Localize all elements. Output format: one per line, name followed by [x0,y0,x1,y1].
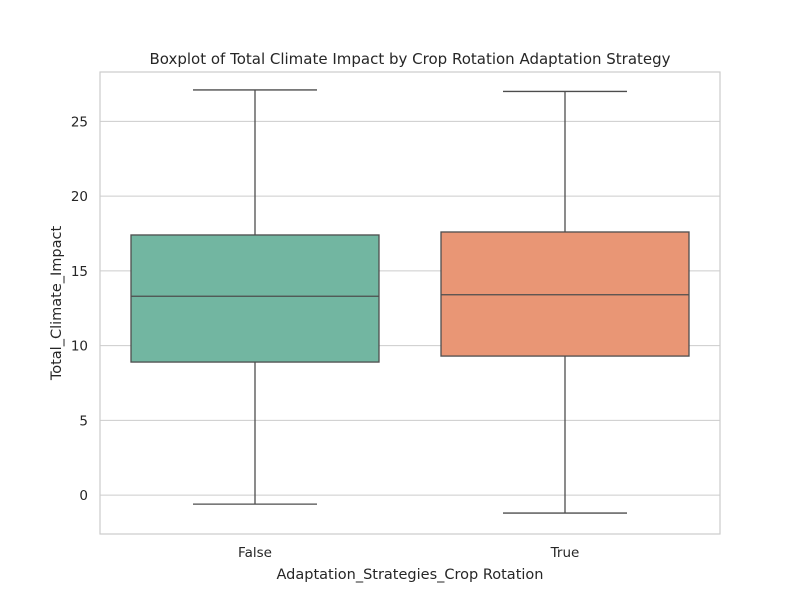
y-tick-label: 20 [71,189,88,205]
y-tick-label: 0 [79,488,88,504]
y-tick-label: 25 [71,114,88,130]
x-tick-label: False [238,545,272,561]
y-tick-label: 5 [79,413,88,429]
plot-frame [99,71,721,535]
y-tick-label: 15 [71,264,88,280]
y-tick-label: 10 [71,339,88,355]
box-group-false [130,89,380,505]
tick-layer: 0 5 10 15 20 25 False True [71,114,580,561]
box-group-true [440,90,690,514]
box-iqr [130,234,380,363]
box-iqr [440,231,690,357]
box-layer [130,89,690,514]
y-axis-label: Total_Climate_Impact [49,226,65,382]
chart-title: Boxplot of Total Climate Impact by Crop … [149,50,670,68]
x-axis-label: Adaptation_Strategies_Crop Rotation [277,567,544,583]
x-tick-label: True [550,545,580,561]
